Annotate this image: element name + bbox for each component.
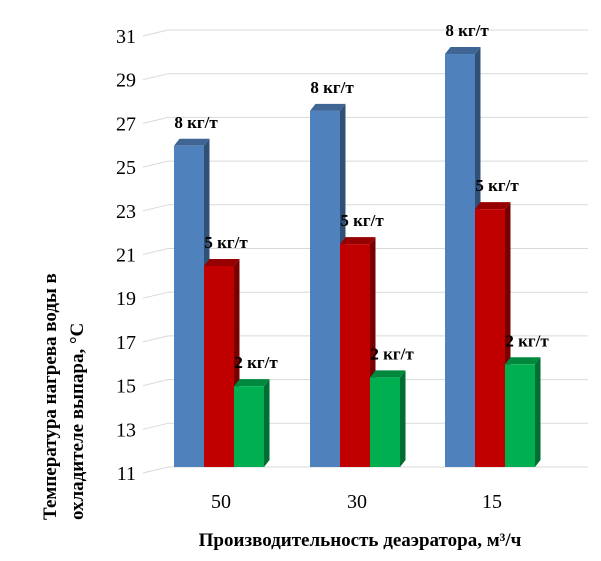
y-tick-label: 27	[116, 113, 136, 135]
bar-front	[370, 377, 400, 467]
bar-top	[204, 258, 240, 266]
bar	[234, 379, 270, 467]
bar-top	[475, 202, 511, 210]
bar-front	[310, 110, 340, 467]
y-tick-label: 23	[116, 201, 136, 223]
gridline-diag	[142, 335, 169, 343]
gridline-diag	[142, 379, 169, 387]
bar	[475, 202, 511, 468]
bar-top	[445, 47, 481, 55]
bar-front	[174, 145, 204, 467]
y-axis-title-line2: охладителе выпара, °С	[67, 323, 88, 520]
bar-front	[204, 265, 234, 467]
bar-top	[174, 138, 210, 146]
y-tick-label: 25	[116, 157, 136, 179]
bars	[174, 47, 541, 468]
data-label: 2 кг/т	[370, 344, 414, 363]
data-label: 8 кг/т	[445, 21, 489, 40]
bar-top	[370, 370, 406, 378]
bar-front	[340, 244, 370, 467]
bar-top	[234, 379, 270, 387]
y-axis-title-line1: Температура нагрева воды в	[40, 273, 61, 520]
bar	[340, 237, 376, 467]
bar-side	[400, 370, 406, 467]
bar-top	[505, 357, 541, 365]
gridline-diag	[142, 466, 169, 474]
x-axis-title: Производительность деаэратора, м³/ч	[199, 530, 522, 551]
data-label: 2 кг/т	[505, 331, 549, 350]
y-axis-title: Температура нагрева воды в охладителе вы…	[40, 268, 88, 520]
gridline-diag	[142, 422, 169, 430]
y-tick-label: 31	[116, 26, 136, 48]
data-label: 2 кг/т	[234, 353, 278, 372]
gridline-diag	[142, 73, 169, 81]
x-tick-label: 30	[347, 491, 367, 513]
gridline-diag	[142, 116, 169, 124]
gridline-diag	[142, 29, 169, 37]
bar-side	[535, 357, 541, 467]
bar	[370, 370, 406, 467]
data-label: 5 кг/т	[475, 176, 519, 195]
y-tick-label: 13	[116, 419, 136, 441]
bar-top	[310, 103, 346, 111]
gridline-diag	[142, 291, 169, 299]
data-label: 8 кг/т	[310, 78, 354, 97]
bar-front	[234, 386, 264, 467]
x-axis-ticks: 50 30 15	[211, 491, 502, 513]
data-label: 5 кг/т	[340, 211, 384, 230]
gridline-diag	[142, 160, 169, 168]
bar-front	[445, 54, 475, 467]
bar	[505, 357, 541, 467]
data-label: 8 кг/т	[174, 113, 218, 132]
bar-top	[340, 237, 376, 245]
y-tick-label: 11	[117, 463, 136, 485]
gridline-diag	[142, 204, 169, 212]
y-tick-label: 19	[116, 288, 136, 310]
bar-side	[264, 379, 270, 467]
y-tick-label: 29	[116, 70, 136, 92]
y-axis-ticks: 11 13 15 17 19 21 23 25 27 29 31	[116, 26, 136, 485]
data-labels: 8 кг/т 5 кг/т 2 кг/т 8 кг/т 5 кг/т 2 кг/т 8 кг…	[174, 21, 549, 372]
bar-front	[505, 364, 535, 467]
y-tick-label: 15	[116, 376, 136, 398]
y-tick-label: 21	[116, 245, 136, 267]
gridline-diag	[142, 248, 169, 255]
y-tick-label: 17	[116, 332, 136, 354]
data-label: 5 кг/т	[204, 233, 248, 252]
x-tick-label: 15	[482, 491, 502, 513]
bar-front	[475, 209, 505, 468]
x-tick-label: 50	[211, 491, 231, 513]
bar	[310, 103, 346, 467]
